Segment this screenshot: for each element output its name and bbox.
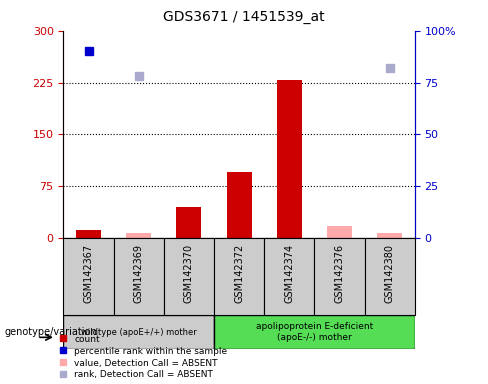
Text: GSM142367: GSM142367 bbox=[83, 244, 94, 303]
Bar bbox=[63, 315, 214, 349]
Bar bbox=[377, 233, 402, 238]
Text: GSM142380: GSM142380 bbox=[385, 244, 395, 303]
Bar bbox=[277, 81, 302, 238]
Bar bbox=[114, 238, 164, 315]
Legend: count, percentile rank within the sample, value, Detection Call = ABSENT, rank, : count, percentile rank within the sample… bbox=[58, 335, 227, 379]
Text: GSM142374: GSM142374 bbox=[285, 244, 294, 303]
Bar bbox=[164, 238, 214, 315]
Text: GSM142372: GSM142372 bbox=[234, 244, 244, 303]
Text: GDS3671 / 1451539_at: GDS3671 / 1451539_at bbox=[163, 10, 325, 23]
Text: GSM142370: GSM142370 bbox=[184, 244, 194, 303]
Bar bbox=[365, 238, 415, 315]
Text: GSM142369: GSM142369 bbox=[134, 244, 144, 303]
Bar bbox=[314, 238, 365, 315]
Text: apolipoprotein E-deficient
(apoE-/-) mother: apolipoprotein E-deficient (apoE-/-) mot… bbox=[256, 323, 373, 342]
Bar bbox=[63, 238, 114, 315]
Bar bbox=[264, 238, 314, 315]
Bar bbox=[176, 207, 202, 238]
Bar bbox=[226, 172, 252, 238]
Text: wildtype (apoE+/+) mother: wildtype (apoE+/+) mother bbox=[81, 328, 197, 337]
Bar bbox=[126, 233, 151, 238]
Bar bbox=[327, 226, 352, 238]
Text: GSM142376: GSM142376 bbox=[334, 244, 345, 303]
Bar bbox=[214, 315, 415, 349]
Text: genotype/variation: genotype/variation bbox=[5, 327, 98, 337]
Bar bbox=[214, 238, 264, 315]
Bar bbox=[76, 230, 101, 238]
